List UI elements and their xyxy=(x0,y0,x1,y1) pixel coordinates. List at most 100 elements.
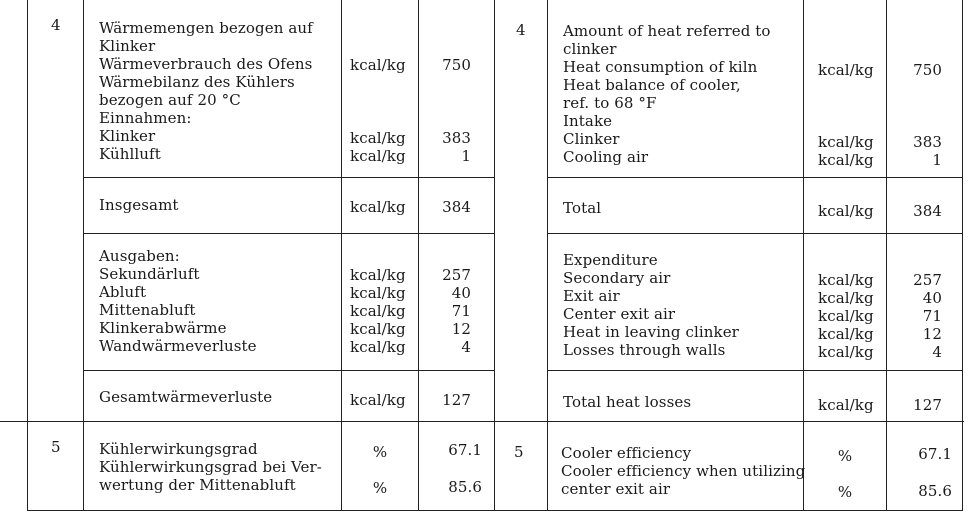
total-de-unit: kcal/kg xyxy=(350,198,406,216)
row5-en-unit-efficiency-exit-air: % xyxy=(837,483,853,501)
row4-en-value-clinker: 383 xyxy=(913,133,942,151)
row5-en-line: center exit air xyxy=(561,480,671,498)
expenditure-de-item-value: 4 xyxy=(461,338,471,356)
column-divider-en-label xyxy=(547,0,549,511)
row4-de-unit-clinker: kcal/kg xyxy=(350,129,406,147)
row4-de-value-clinker: 383 xyxy=(442,129,471,147)
expenditure-en-item-label: Heat in leaving clinker xyxy=(563,323,739,341)
expenditure-en-item-unit: kcal/kg xyxy=(818,307,874,325)
column-divider-en-value xyxy=(886,0,888,511)
expenditure-en-item-unit: kcal/kg xyxy=(818,289,874,307)
row5-en-value-efficiency-exit-air: 85.6 xyxy=(918,482,952,500)
row4-en-line: Clinker xyxy=(563,130,620,148)
expenditure-en-item-unit: kcal/kg xyxy=(818,343,874,361)
row4-de-line: Klinker xyxy=(99,37,156,55)
expenditure-de-item-unit: kcal/kg xyxy=(350,338,406,356)
row5-en-line: Cooler efficiency when utilizing xyxy=(561,462,806,480)
total-losses-en-unit: kcal/kg xyxy=(818,396,874,414)
expenditure-de-item-value: 12 xyxy=(451,320,471,338)
row-divider-row5-top xyxy=(0,421,964,423)
expenditure-en-item-value: 40 xyxy=(922,289,942,307)
row4-de-line: Klinker xyxy=(99,127,156,145)
expenditure-en-item-value: 257 xyxy=(913,271,942,289)
row-number-5-de: 5 xyxy=(51,438,61,456)
expenditure-en-item-label: Exit air xyxy=(563,287,620,305)
row4-de-unit-cooling-air: kcal/kg xyxy=(350,147,406,165)
expenditure-en-item-value: 71 xyxy=(922,307,942,325)
row5-de-unit-efficiency: % xyxy=(372,443,388,461)
total-de-value: 384 xyxy=(442,198,471,216)
row4-en-unit-kiln: kcal/kg xyxy=(818,61,874,79)
expenditure-de-item-label: Abluft xyxy=(99,283,147,301)
row-divider-de-total-top xyxy=(83,177,494,179)
table-border-left xyxy=(27,0,29,511)
row5-en-value-efficiency: 67.1 xyxy=(918,445,952,463)
expenditure-de-item-value: 257 xyxy=(442,266,471,284)
expenditure-de-item-unit: kcal/kg xyxy=(350,320,406,338)
expenditure-de-item-label: Wandwärmeverluste xyxy=(99,337,257,355)
row5-en-unit-efficiency: % xyxy=(837,447,853,465)
expenditure-de-item-label: Klinkerabwärme xyxy=(99,319,227,337)
row4-en-line: Amount of heat referred to xyxy=(563,22,771,40)
row-divider-en-total-bottom xyxy=(547,233,962,235)
expenditure-de-item-value: 71 xyxy=(451,302,471,320)
row4-en-unit-clinker: kcal/kg xyxy=(818,133,874,151)
expenditure-de-item-value: 40 xyxy=(451,284,471,302)
row4-de-unit-kiln: kcal/kg xyxy=(350,56,406,74)
row4-de-line: Einnahmen: xyxy=(99,109,192,127)
row4-en-line: Cooling air xyxy=(563,148,649,166)
row5-de-unit-efficiency-exit-air: % xyxy=(372,479,388,497)
row4-en-line: ref. to 68 °F xyxy=(563,94,657,112)
row4-de-line: Wärmeverbrauch des Ofens xyxy=(99,55,313,73)
total-losses-en-label: Total heat losses xyxy=(563,393,692,411)
row-divider-de-total-bottom xyxy=(83,233,494,235)
expenditure-en-heading: Expenditure xyxy=(563,251,658,269)
expenditure-en-item-unit: kcal/kg xyxy=(818,325,874,343)
row4-de-line: Kühlluft xyxy=(99,145,161,163)
expenditure-de-item-unit: kcal/kg xyxy=(350,302,406,320)
row5-en-label-block: Cooler efficiency Cooler efficiency when… xyxy=(561,444,805,498)
row4-de-line: Wärmebilanz des Kühlers xyxy=(99,73,295,91)
row4-en-value-kiln: 750 xyxy=(913,61,942,79)
row5-de-value-efficiency: 67.1 xyxy=(448,441,482,459)
expenditure-en-item-value: 12 xyxy=(922,325,942,343)
total-losses-de-unit: kcal/kg xyxy=(350,391,406,409)
expenditure-de-item-unit: kcal/kg xyxy=(350,266,406,284)
row-number-4-en: 4 xyxy=(516,21,526,39)
row5-de-line: Kühlerwirkungsgrad bei Ver- xyxy=(99,458,322,476)
row4-de-line: bezogen auf 20 °C xyxy=(99,91,241,109)
total-losses-de-label: Gesamtwärmeverluste xyxy=(99,388,273,406)
expenditure-en-item-value: 4 xyxy=(932,343,942,361)
expenditure-de-item-unit: kcal/kg xyxy=(350,284,406,302)
row5-de-value-efficiency-exit-air: 85.6 xyxy=(448,478,482,496)
row4-en-value-cooling-air: 1 xyxy=(932,151,942,169)
row-number-4-de: 4 xyxy=(51,16,61,34)
total-losses-en-value: 127 xyxy=(913,396,942,414)
expenditure-en-item-label: Losses through walls xyxy=(563,341,726,359)
column-divider-de-label xyxy=(83,0,85,511)
row4-de-value-cooling-air: 1 xyxy=(461,147,471,165)
expenditure-de-item-label: Sekundärluft xyxy=(99,265,200,283)
expenditure-en-item-unit: kcal/kg xyxy=(818,271,874,289)
row4-en-label-block: Amount of heat referred to clinker Heat … xyxy=(563,22,771,166)
row-divider-en-losses-top xyxy=(547,370,962,372)
column-divider-en-unit xyxy=(803,0,805,511)
total-en-value: 384 xyxy=(913,202,942,220)
row5-de-line: wertung der Mittenabluft xyxy=(99,476,296,494)
row4-en-line: Intake xyxy=(563,112,613,130)
row5-de-line: Kühlerwirkungsgrad xyxy=(99,440,258,458)
row-number-5-en: 5 xyxy=(514,443,524,461)
total-de-label: Insgesamt xyxy=(99,196,179,214)
row4-de-line: Wärmemengen bezogen auf xyxy=(99,19,313,37)
row5-de-label-block: Kühlerwirkungsgrad Kühlerwirkungsgrad be… xyxy=(99,440,322,494)
column-divider-de-unit xyxy=(341,0,343,511)
total-losses-de-value: 127 xyxy=(442,391,471,409)
row5-en-line: Cooler efficiency xyxy=(561,444,692,462)
expenditure-en-item-label: Center exit air xyxy=(563,305,676,323)
expenditure-de-heading: Ausgaben: xyxy=(99,247,180,265)
row4-en-unit-cooling-air: kcal/kg xyxy=(818,151,874,169)
column-divider-de-value xyxy=(418,0,420,511)
expenditure-de-item-label: Mittenabluft xyxy=(99,301,196,319)
table-border-right xyxy=(962,0,964,511)
